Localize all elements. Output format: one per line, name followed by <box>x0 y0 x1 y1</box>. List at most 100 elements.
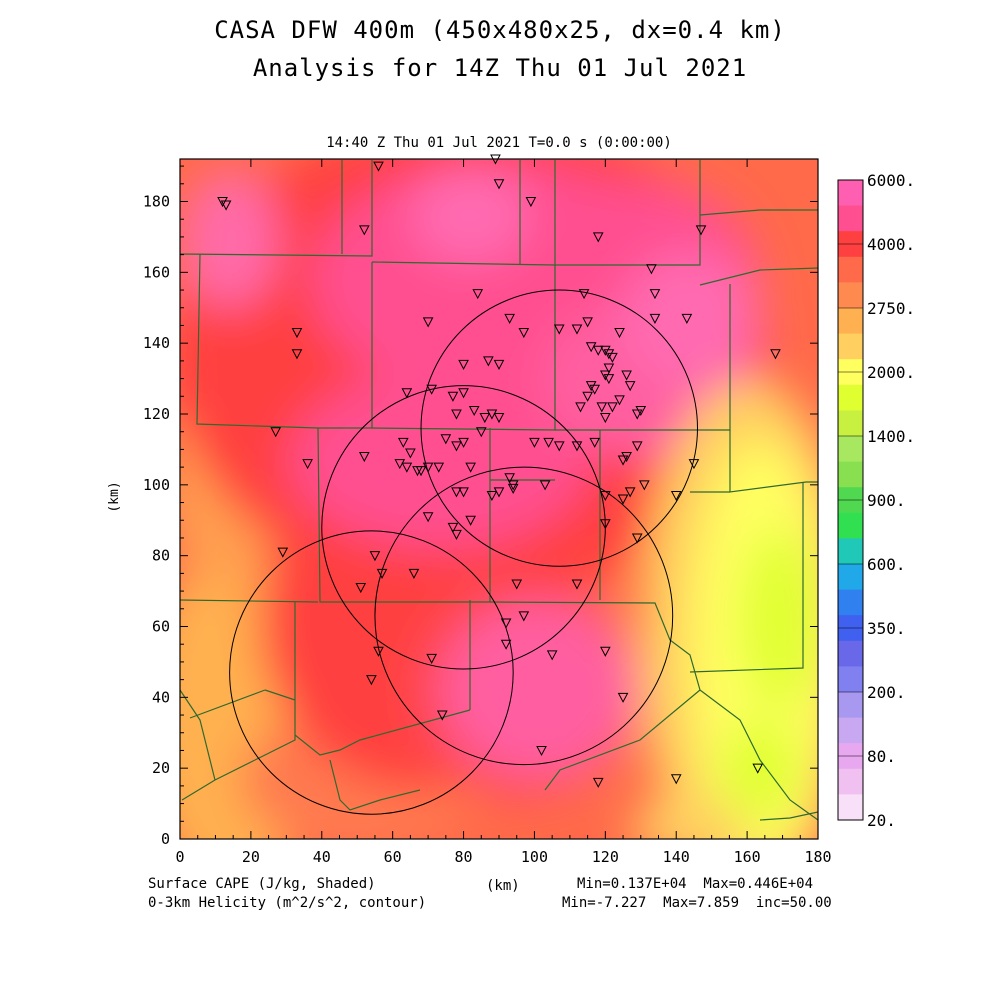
station-marker <box>451 487 462 498</box>
station-marker <box>507 480 519 491</box>
station-marker <box>770 349 781 360</box>
station-marker <box>596 402 608 413</box>
station-markers <box>217 154 781 788</box>
station-marker <box>507 483 519 494</box>
station-marker <box>614 395 625 406</box>
station-marker <box>695 225 707 236</box>
station-marker <box>635 405 647 417</box>
station-marker <box>426 384 437 395</box>
station-marker <box>376 568 388 579</box>
colorbar-swatch <box>838 384 863 411</box>
station-marker <box>553 324 565 335</box>
x-tick-label: 80 <box>455 848 473 866</box>
colorbar-label: 6000. <box>867 171 915 190</box>
colorbar-label: 4000. <box>867 235 915 254</box>
station-marker <box>600 370 611 381</box>
y-tick-label: 80 <box>152 547 170 565</box>
colorbar-swatch <box>838 333 863 360</box>
station-marker <box>525 197 537 208</box>
y-tick-label: 40 <box>152 688 170 706</box>
station-marker <box>646 264 657 275</box>
station-marker <box>358 225 370 236</box>
station-marker <box>571 324 583 335</box>
station-marker <box>277 547 289 558</box>
x-tick-label: 120 <box>592 848 619 866</box>
station-marker <box>465 515 476 526</box>
station-marker <box>486 490 498 502</box>
y-axis: 0 20 40 60 80 100 120 140 160 180 <box>143 165 818 848</box>
station-marker <box>546 650 558 661</box>
x-tick-label: 60 <box>384 848 402 866</box>
station-marker <box>394 459 406 470</box>
station-marker <box>270 427 282 438</box>
colorbar-swatch <box>838 436 863 463</box>
colorbar-label: 600. <box>867 555 906 574</box>
y-tick-label: 140 <box>143 334 170 352</box>
station-marker <box>553 441 565 452</box>
colorbar-label: 20. <box>867 811 896 830</box>
station-marker <box>670 774 682 785</box>
station-marker <box>422 462 434 473</box>
footer-contour-minmax: Min=-7.227 Max=7.859 inc=50.00 <box>562 895 832 911</box>
station-marker <box>518 328 530 339</box>
station-marker <box>578 289 590 300</box>
station-marker <box>649 289 661 300</box>
colorbar-swatch <box>838 282 863 309</box>
station-marker <box>681 313 693 324</box>
station-marker <box>752 763 764 774</box>
station-marker <box>582 317 593 328</box>
station-marker <box>447 522 459 533</box>
station-marker <box>405 448 416 459</box>
cape-shading <box>180 159 818 839</box>
station-marker <box>529 437 540 448</box>
plot-subtitle: 14:40 Z Thu 01 Jul 2021 T=0.0 s (0:00:00… <box>326 135 672 151</box>
station-marker <box>571 441 583 452</box>
station-marker <box>401 388 413 399</box>
station-marker <box>603 349 615 360</box>
station-marker <box>688 459 700 470</box>
x-axis-label: (km) <box>486 878 520 894</box>
colorbar-swatch <box>838 308 863 335</box>
station-marker <box>373 646 384 657</box>
station-marker <box>600 519 611 530</box>
station-marker <box>458 487 469 498</box>
station-marker <box>592 777 604 788</box>
radar-ring-4 <box>229 530 514 815</box>
station-marker <box>511 579 523 590</box>
station-marker <box>433 462 445 473</box>
station-marker <box>426 653 437 664</box>
station-marker <box>624 487 636 498</box>
station-marker <box>603 374 615 385</box>
footer-contour-label: 0-3km Helicity (m^2/s^2, contour) <box>148 895 427 911</box>
station-marker <box>631 409 643 420</box>
station-marker <box>493 359 505 370</box>
x-tick-label: 140 <box>663 848 690 866</box>
figure-title-line2: Analysis for 14Z Thu 01 Jul 2021 <box>252 54 748 82</box>
station-marker <box>592 232 604 243</box>
figure-title-line1: CASA DFW 400m (450x480x25, dx=0.4 km) <box>214 16 786 44</box>
station-marker <box>649 313 661 324</box>
colorbar-swatch <box>838 256 863 283</box>
x-tick-label: 100 <box>521 848 548 866</box>
station-marker <box>638 480 650 491</box>
station-marker <box>617 692 629 703</box>
colorbar-swatch <box>838 717 863 744</box>
y-tick-label: 120 <box>143 405 170 423</box>
station-marker <box>500 639 512 650</box>
station-marker <box>582 391 593 402</box>
colorbar-label: 80. <box>867 747 896 766</box>
station-marker <box>504 473 515 484</box>
station-marker <box>401 462 413 473</box>
station-marker <box>624 381 636 392</box>
station-marker <box>589 437 601 448</box>
colorbar-label: 2000. <box>867 363 915 382</box>
station-marker <box>436 710 448 721</box>
station-marker <box>585 342 597 353</box>
station-marker <box>600 345 611 356</box>
station-marker <box>571 579 583 590</box>
station-marker <box>543 437 554 448</box>
colorbar-swatch <box>838 180 863 207</box>
station-marker <box>607 352 618 363</box>
station-marker <box>447 391 459 402</box>
colorbar-swatch <box>838 589 863 616</box>
